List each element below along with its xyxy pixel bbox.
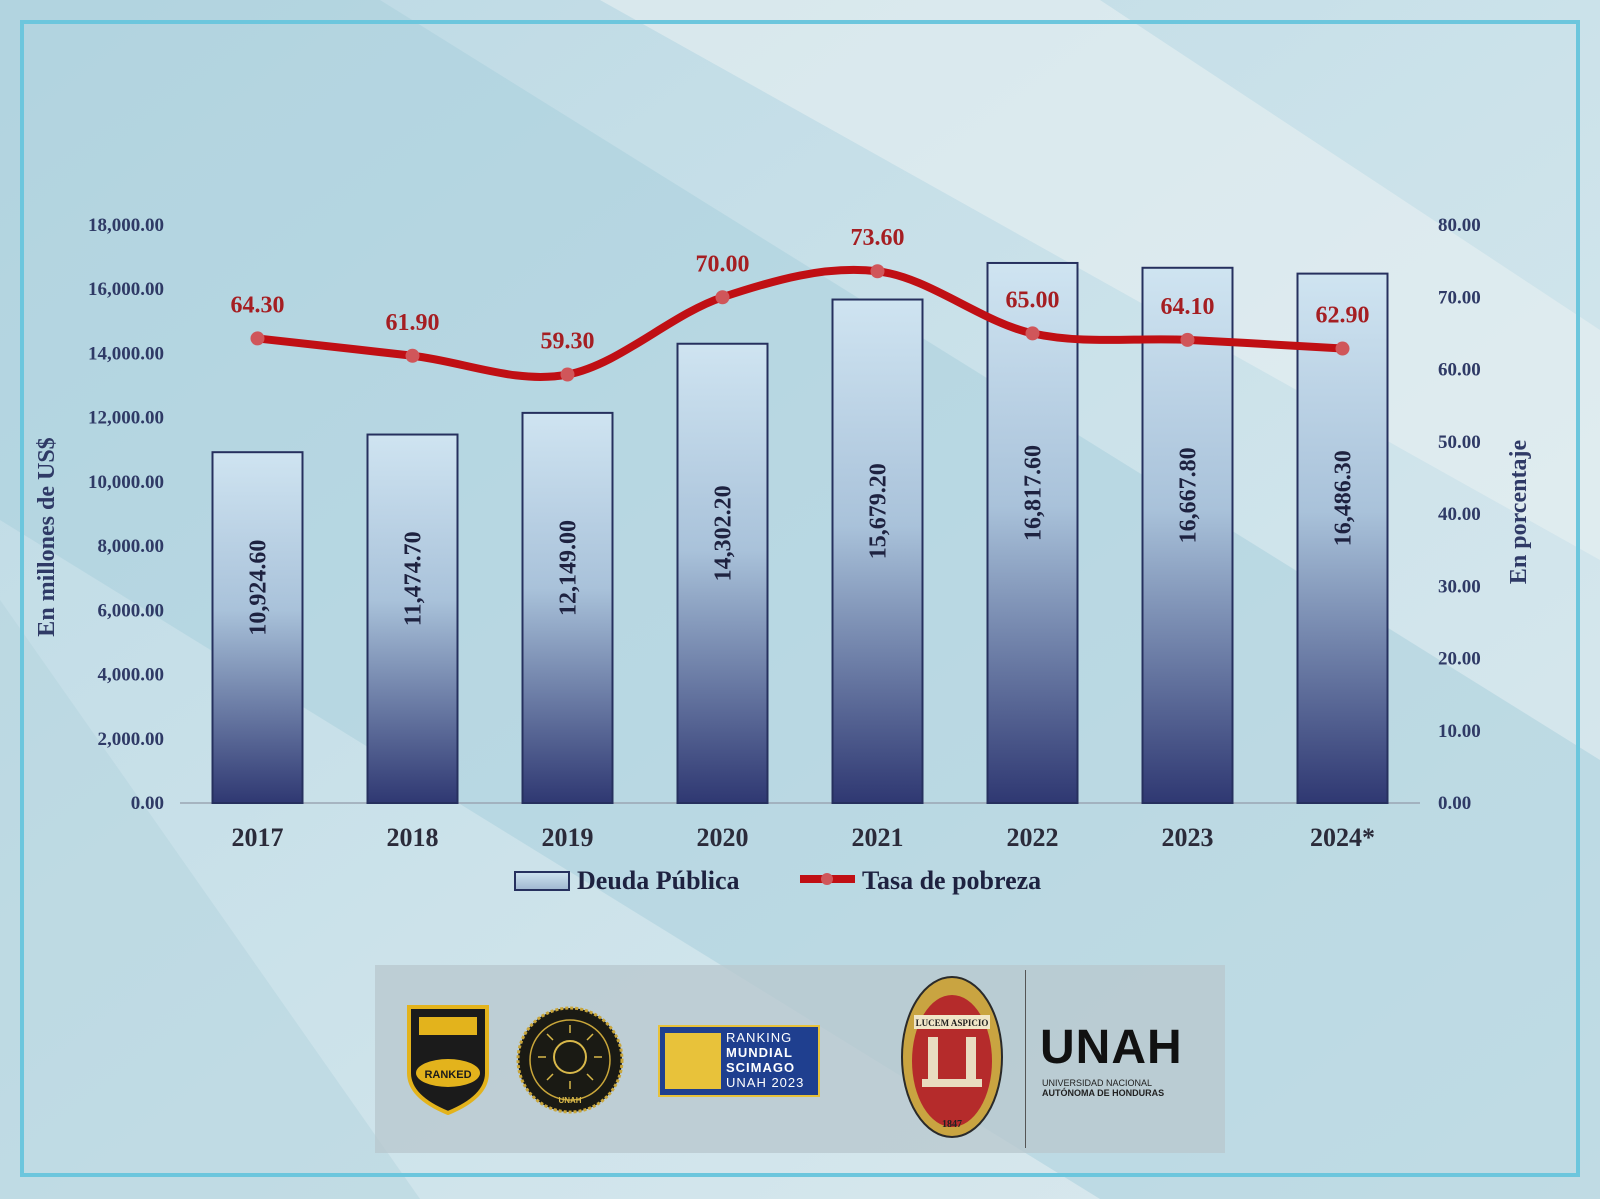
x-axis-tick-label: 2020 [697,823,749,852]
debt-bars [211,261,1389,805]
left-axis-tick-label: 8,000.00 [98,536,165,557]
poverty-labels: 64.30 61.90 59.30 70.00 73.60 65.00 64.10 62.90 [231,225,1370,354]
debt-bar-label: 16,817.60 [1021,445,1047,541]
poverty-label: 62.90 [1316,303,1370,329]
debt-bar-label: 16,667.80 [1176,447,1202,543]
left-axis-ticks: 0.00 2,000.00 4,000.00 6,000.00 8,000.00 10,0… [88,215,164,814]
debt-bar-label: 14,302.20 [711,485,737,581]
crest-year: 1847 [942,1119,962,1130]
logo-strip: RANKED UNAH RANKING MUNDIAL SCIMAGO UNAH… [375,965,1225,1153]
scimago-line-3: SCIMAGO [726,1060,796,1075]
poverty-label: 73.60 [851,225,905,251]
right-axis-ticks: 0.00 10.00 20.00 30.00 40.00 50.00 60.00 70.00 8… [1438,215,1481,814]
scimago-line-1: RANKING [726,1030,793,1045]
debt-bar [831,298,924,804]
ranked-badge-text: RANKED [424,1069,471,1081]
poverty-point [870,264,885,279]
legend-swatch-debt [514,871,570,891]
left-axis-tick-label: 12,000.00 [88,408,164,429]
left-axis-tick-label: 16,000.00 [88,279,164,300]
x-axis-tick-label: 2017 [232,823,284,852]
poverty-point [1335,341,1350,356]
right-axis-tick-label: 40.00 [1438,504,1481,525]
left-axis-tick-label: 0.00 [131,793,164,814]
scimago-ranking-logo: RANKING MUNDIAL SCIMAGO UNAH 2023 [658,1025,820,1097]
left-axis-tick-label: 14,000.00 [88,343,164,364]
right-axis-tick-label: 0.00 [1438,793,1471,814]
right-axis-tick-label: 10.00 [1438,721,1481,742]
right-axis-tick-label: 80.00 [1438,215,1481,236]
x-axis-tick-label: 2018 [387,823,439,852]
debt-bar [211,451,304,804]
scimago-line-4: UNAH 2023 [726,1075,805,1090]
scimago-emblem-icon [665,1033,721,1089]
debt-bar [1141,266,1234,804]
poverty-point [405,348,420,363]
x-axis-tick-label: 2019 [542,823,594,852]
accreditation-seal-logo: UNAH [516,1006,624,1114]
legend-label-poverty: Tasa de pobreza [862,866,1041,895]
left-axis-tick-label: 2,000.00 [98,729,165,750]
left-axis-tick-label: 18,000.00 [88,215,164,236]
debt-bar [986,261,1079,804]
poverty-point [560,367,575,382]
x-axis-tick-label: 2024* [1310,823,1375,852]
left-axis-tick-label: 6,000.00 [98,600,165,621]
poverty-point [1025,326,1040,341]
logo-divider [1025,970,1026,1148]
debt-bar-labels: 10,924.60 11,474.70 12,149.00 14,302.20 15,6… [246,445,1357,636]
x-axis-ticks: 2017 2018 2019 2020 2021 2022 2023 2024* [232,823,1376,852]
poverty-label: 59.30 [541,329,595,355]
poverty-point [715,290,730,305]
right-axis-tick-label: 70.00 [1438,287,1481,308]
unah-crest-logo: LUCEM ASPICIO 1847 [901,976,1003,1138]
unah-sub-line-1: UNIVERSIDAD NACIONAL [1042,1078,1153,1088]
debt-bar-label: 16,486.30 [1331,450,1357,546]
x-axis-tick-label: 2022 [1007,823,1059,852]
poverty-label: 65.00 [1006,287,1060,313]
scimago-line-2: MUNDIAL [726,1045,793,1060]
poverty-point [250,331,265,346]
right-axis-tick-label: 50.00 [1438,432,1481,453]
debt-bar [1296,272,1389,805]
x-axis-tick-label: 2023 [1162,823,1214,852]
debt-bar-label: 11,474.70 [401,531,427,626]
crest-motto: LUCEM ASPICIO [916,1018,989,1028]
debt-bar [366,433,459,804]
accreditation-seal-text: UNAH [558,1096,581,1105]
debt-bar-label: 15,679.20 [866,463,892,559]
unah-sub-line-2: AUTÓNOMA DE HONDURAS [1042,1088,1165,1098]
legend-label-debt: Deuda Pública [577,866,740,895]
poverty-label: 70.00 [696,251,750,277]
debt-bar [521,411,614,804]
poverty-line-path [253,265,1347,381]
right-axis-tick-label: 20.00 [1438,649,1481,670]
unah-brand-subtitle: UNIVERSIDAD NACIONAL AUTÓNOMA DE HONDURA… [1042,1078,1212,1098]
legend: Deuda Pública Tasa de pobreza [514,866,1041,895]
poverty-label: 61.90 [386,310,440,336]
right-axis-tick-label: 30.00 [1438,576,1481,597]
poverty-point [1180,332,1195,347]
left-axis-title: En millones de US$ [34,437,60,636]
left-axis-tick-label: 4,000.00 [98,665,165,686]
ranked-badge-logo: RANKED [407,1005,489,1115]
left-axis-tick-label: 10,000.00 [88,472,164,493]
debt-bar-label: 12,149.00 [556,520,582,616]
x-axis-tick-label: 2021 [852,823,904,852]
right-axis-tick-label: 60.00 [1438,360,1481,381]
poverty-label: 64.10 [1161,294,1215,320]
unah-brand: UNAH [1040,1021,1183,1074]
right-axis-title: En porcentaje [1506,440,1532,585]
page-frame [20,20,1580,1177]
poverty-label: 64.30 [231,292,285,318]
legend-swatch-poverty-marker [821,873,833,885]
debt-bar [676,342,769,804]
debt-bar-label: 10,924.60 [246,540,272,636]
poverty-line [250,264,1350,382]
